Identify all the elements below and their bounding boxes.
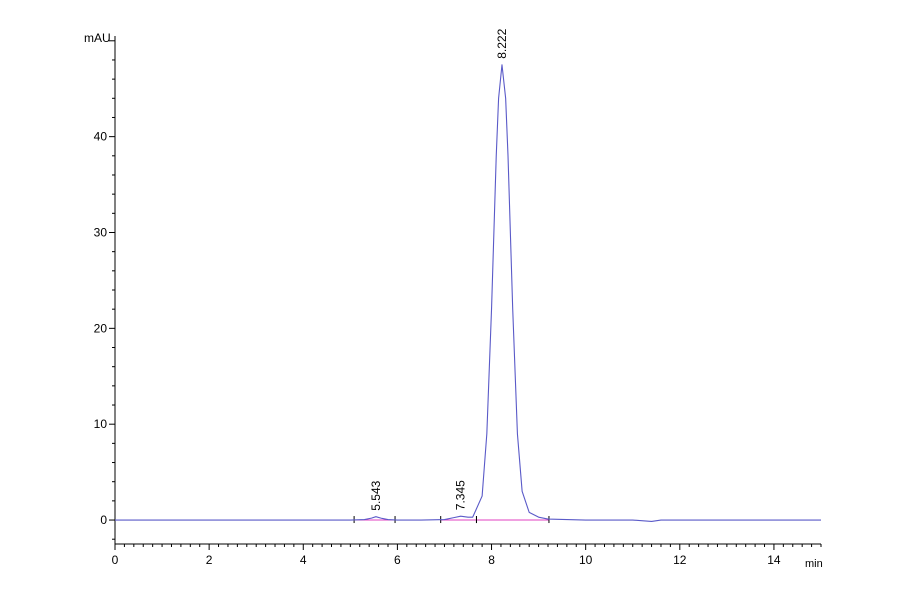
y-axis-label: mAU <box>84 31 111 45</box>
peak-baselines <box>353 516 550 524</box>
peak-rt-label: 5.543 <box>369 480 383 510</box>
x-tick-label: 0 <box>112 553 119 567</box>
y-tick-label: 20 <box>94 321 108 335</box>
y-tick-label: 40 <box>94 130 108 144</box>
x-tick-label: 12 <box>673 553 687 567</box>
y-tick-label: 0 <box>100 513 107 527</box>
peak-rt-label: 8.222 <box>495 28 509 58</box>
axes: 0 10 20 30 40 0 2 4 6 8 10 12 14 <box>94 36 822 567</box>
x-tick-label: 4 <box>300 553 307 567</box>
signal-trace <box>115 64 821 523</box>
x-tick-label: 10 <box>579 553 593 567</box>
peak-rt-label: 7.345 <box>454 480 468 510</box>
x-tick-label: 2 <box>206 553 213 567</box>
x-axis-label: min <box>805 558 823 570</box>
peak-labels: 5.543 7.345 8.222 <box>369 28 509 510</box>
signal-line <box>115 64 821 523</box>
x-tick-label: 8 <box>488 553 495 567</box>
y-tick-label: 30 <box>94 225 108 239</box>
y-tick-label: 10 <box>94 417 108 431</box>
x-tick-label: 6 <box>394 553 401 567</box>
x-tick-label: 14 <box>767 553 781 567</box>
